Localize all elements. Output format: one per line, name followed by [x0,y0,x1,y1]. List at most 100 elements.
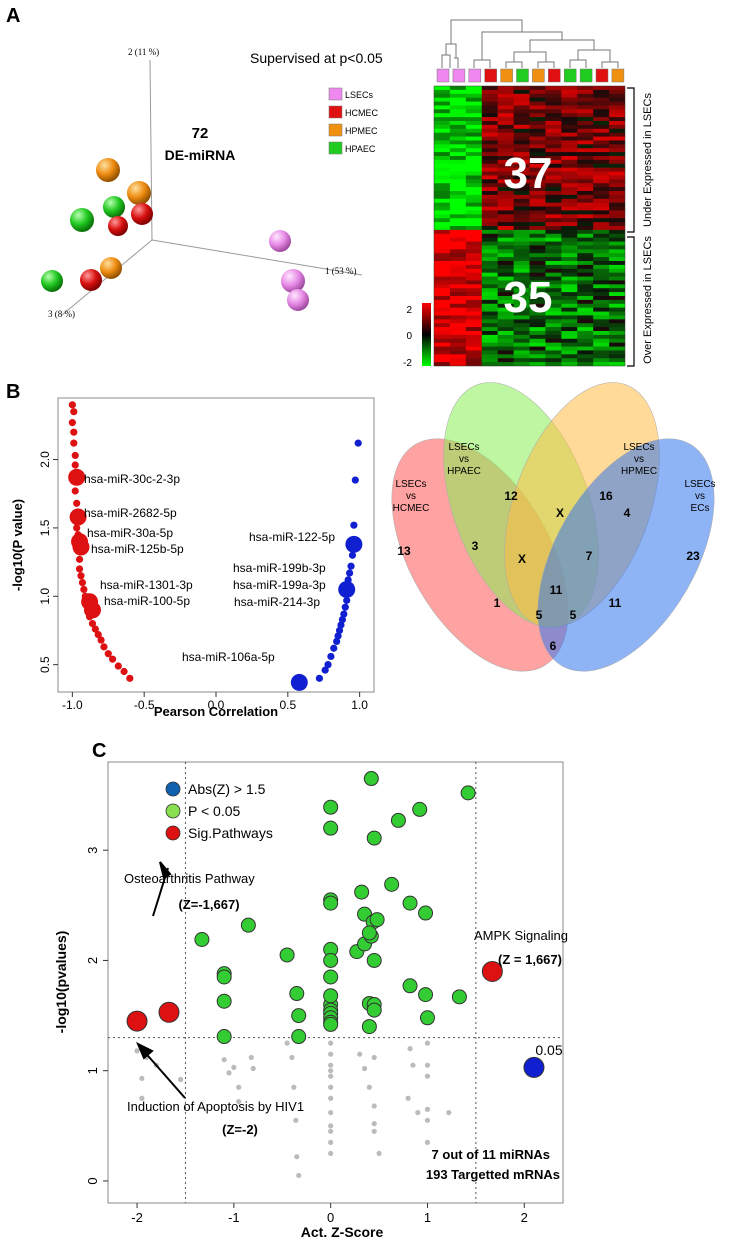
heatmap-cell [434,245,451,250]
x-tick-label: -1 [228,1210,240,1225]
heatmap-cell [561,132,578,138]
heatmap-cell [513,187,531,192]
heatmap-cell [609,307,625,313]
heatmap-cell [593,89,610,95]
venn-set-label: LSECs vs HCMEC [393,479,430,514]
heatmap-cell [609,136,625,142]
heatmap-cell [497,342,515,348]
heatmap-cell [497,323,515,328]
heatmap-cell [434,323,451,328]
significant-point [451,989,467,1005]
heatmap-cell [497,249,515,254]
heatmap-cell [465,257,483,262]
heatmap-cell [593,179,610,184]
heatmap-cell [545,245,562,250]
heatmap-cell [481,253,499,258]
pca-axis-1 [151,239,363,276]
heatmap-cell [465,241,483,247]
heatmap-cell [465,319,483,324]
heatmap-cell [465,93,483,99]
heatmap-cell [561,264,578,270]
non-significant-point [328,1095,334,1101]
heatmap-cell [577,249,594,254]
non-significant-point [248,1054,254,1061]
non-significant-point [291,1084,297,1090]
heatmap-cell [481,299,499,305]
heatmap-cell [545,159,562,165]
heatmap-cell [593,144,610,149]
heatmap-cell [497,148,515,153]
heatmap-cell [497,261,515,266]
non-significant-point [407,1046,413,1052]
heatmap-cell [449,148,467,153]
under-bracket [627,87,635,233]
heatmap-cell [561,257,578,262]
heatmap-cell [449,152,467,157]
heatmap-cell [465,187,483,192]
heatmap-cell [449,159,467,165]
heatmap-cell [497,113,515,118]
heatmap-cell [609,128,625,134]
heatmap-cell [513,280,531,285]
correlation-axes: -1.0 -0.5 0.0 0.5 1.0 0.5 1.0 1.5 2.0 [38,451,368,712]
heatmap-cell [593,156,610,161]
heatmap-cell [497,202,515,208]
pathway-legend: Abs(Z) > 1.5 P < 0.05 Sig.Pathways [165,781,273,841]
heatmap-cell [465,292,483,297]
column-group-box [484,68,497,83]
heatmap-cell [593,327,610,332]
heatmap-cell [481,354,499,359]
heatmap-cell [434,311,451,317]
heatmap-cell [593,140,610,145]
column-group-box [452,68,466,83]
heatmap-cell [593,214,610,219]
heatmap-cell [561,86,578,91]
heatmap-cell [561,191,578,196]
non-significant-point [328,1139,334,1145]
heatmap-cell [609,280,625,285]
heatmap-cell [497,93,515,99]
correlation-point [108,655,117,663]
annotation-apoptosis-title: Induction of Apoptosis by HIV1 [127,1099,304,1114]
heatmap-cell [513,183,531,188]
heatmap-cell [593,299,610,305]
heatmap-cell [513,315,531,320]
heatmap-cell [465,121,483,126]
heatmap-cell [481,307,499,313]
heatmap-cell [449,179,467,184]
heatmap-cell [513,167,531,173]
heatmap-cell [593,311,610,317]
non-significant-point [424,1062,431,1068]
heatmap-cell [529,206,547,212]
heatmap-cell [497,346,515,352]
significant-point [323,952,339,968]
heatmap-cell [529,222,547,227]
non-significant-point [328,1073,334,1079]
heatmap-cell [609,253,625,258]
heatmap-cell [465,191,483,196]
significant-point [419,1010,435,1026]
heatmap-cell [545,202,562,208]
heatmap-cell [577,218,594,223]
heatmap-cell [449,288,467,293]
heatmap-cell [497,89,515,95]
x-tick-label: 0.5 [279,698,296,712]
heatmap-cell [513,346,531,352]
heatmap-cell [497,362,515,366]
heatmap-cell [449,214,467,219]
heatmap-cell [577,144,594,149]
heatmap-cell [434,144,451,149]
correlation-point [71,487,79,495]
legend-label-p: P < 0.05 [188,803,241,819]
pca-axis-1-label: 1 (53 %) [325,266,357,276]
heatmap-cell [481,101,499,107]
heatmap-cell [465,89,483,95]
heatmap-cell [561,303,578,309]
heatmap-cell [593,284,610,289]
heatmap-cell [497,124,515,130]
heatmap-cell [609,210,625,215]
heatmap-cell [593,342,610,348]
venn-region-value: 1 [494,596,501,610]
heatmap-cell [449,253,467,258]
heatmap-cell [561,97,578,103]
